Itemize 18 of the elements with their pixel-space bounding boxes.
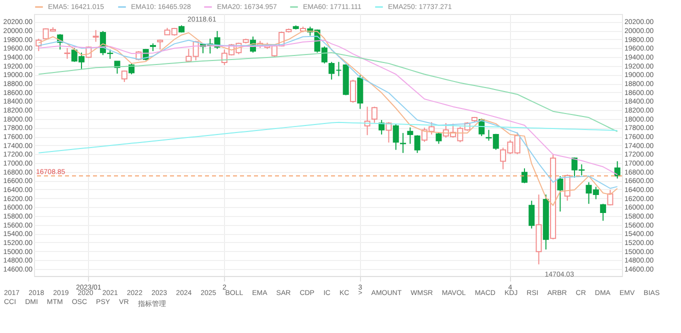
- candlestick: [436, 132, 442, 144]
- candlestick: [557, 176, 564, 212]
- candlestick: [600, 203, 606, 222]
- candlestick: [614, 160, 620, 180]
- candlestick: [528, 200, 535, 229]
- candlestick: [607, 189, 614, 206]
- candlestick: [392, 123, 399, 150]
- candlestick: [407, 126, 414, 144]
- line-series: [38, 52, 618, 132]
- candlestick: [64, 47, 70, 60]
- candlestick: [121, 70, 128, 82]
- candlestick: [414, 134, 420, 154]
- candlestick: [364, 106, 370, 136]
- candlestick: [350, 79, 356, 104]
- candlestick: [371, 106, 378, 124]
- candlestick: [521, 168, 528, 184]
- candlestick: [92, 30, 99, 42]
- candlestick: [157, 39, 164, 50]
